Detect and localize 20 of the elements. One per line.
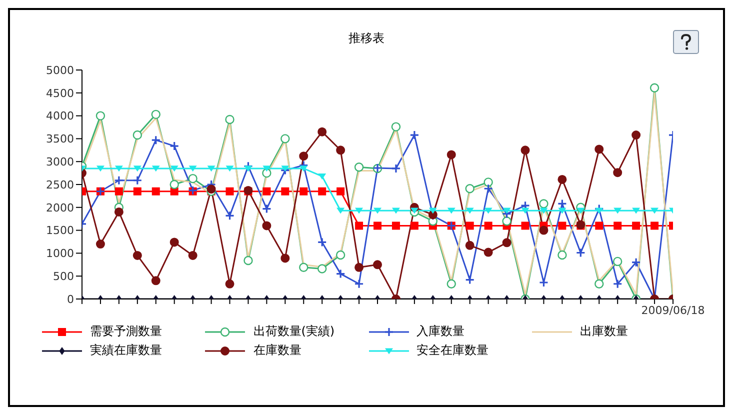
- legend-label: 実績在庫数量: [90, 342, 162, 359]
- y-tick-label: 1000: [46, 247, 74, 260]
- y-tick-label: 5000: [46, 64, 74, 77]
- y-tick-label: 3000: [46, 156, 74, 169]
- legend-label: 需要予測数量: [90, 323, 162, 340]
- y-tick-label: 2500: [46, 178, 74, 192]
- chart-title: 推移表: [348, 30, 386, 47]
- legend-label: 安全在庫数量: [416, 342, 488, 359]
- y-tick-label: 4000: [46, 110, 74, 123]
- legend-label: 入庫数量: [416, 323, 464, 340]
- legend-label: 出庫数量: [580, 323, 628, 340]
- y-tick-label: 500: [53, 270, 74, 284]
- legend-label: 出荷数量(実績): [253, 323, 335, 340]
- y-tick-label: 1500: [46, 224, 74, 238]
- y-tick-label: 4500: [46, 86, 74, 100]
- legend-label: 在庫数量: [253, 342, 302, 359]
- x-tick-label: 2009/06/18: [641, 304, 705, 317]
- y-tick-label: 2000: [46, 201, 74, 214]
- y-tick-label: 3500: [46, 132, 74, 146]
- y-tick-label: 0: [67, 292, 74, 306]
